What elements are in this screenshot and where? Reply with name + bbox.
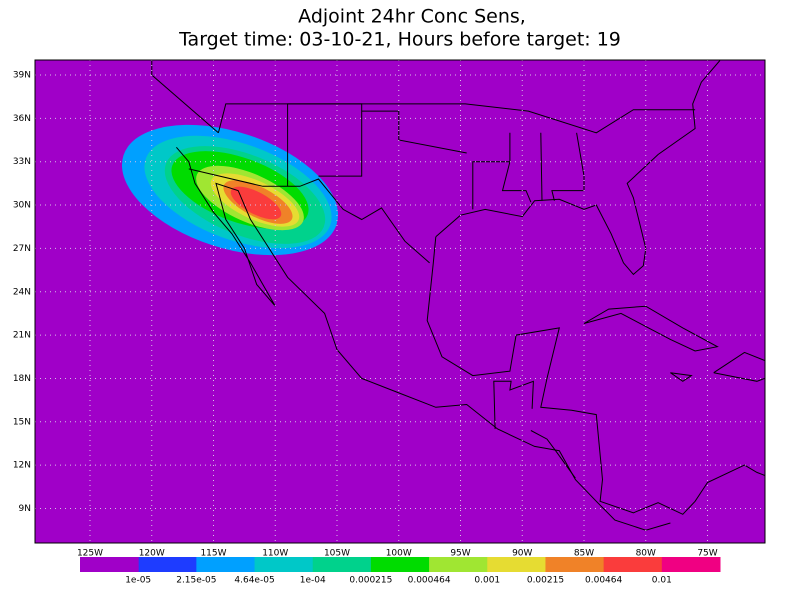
coastline [540,132,543,201]
colorbar-label: 0.000215 [349,576,392,586]
lat-label: 15N [13,417,31,427]
title-line: Target time: 03-10-21, Hours before targ… [178,29,621,51]
lon-label: 115W [200,549,226,559]
coastline [176,146,671,531]
coastline [530,430,576,479]
sensitivity-field [121,60,765,531]
coastline [493,380,534,430]
colorbar-label: 0.000464 [408,576,451,586]
colorbar-swatch [80,557,139,572]
coastline [583,305,719,352]
lat-label: 12N [13,461,31,471]
colorbar-label: 0.00464 [585,576,622,586]
title-line: Adjoint 24hr Conc Sens, [298,6,526,28]
colorbar-swatch [196,557,256,572]
lon-label: 100W [386,549,412,559]
map-background [35,60,765,543]
coastline [670,372,693,382]
lon-label: 95W [450,549,470,559]
colorbar-swatch [254,557,314,572]
lon-label: 85W [574,549,594,559]
colorbar-label: 4.64e-05 [234,576,274,586]
lon-label: 105W [324,549,350,559]
colorbar-label: 0.00215 [527,576,564,586]
colorbar-swatch [487,557,546,572]
colorbar-swatch [661,557,721,572]
coastline [217,103,696,134]
lat-label: 33N [13,157,31,167]
lon-label: 120W [139,549,165,559]
lon-label: 75W [697,549,717,559]
coastline [713,351,765,382]
colorbar-swatch [312,557,372,572]
colorbar-swatch [370,557,430,572]
lat-label: 18N [13,374,31,384]
lat-label: 39N [13,71,31,81]
lon-label: 80W [636,549,656,559]
contour [230,186,282,220]
lat-label: 9N [19,504,31,514]
coastline [426,236,765,515]
colorbar-swatch [138,557,197,572]
colorbar-label: 1e-04 [300,576,326,586]
map [35,60,765,543]
coastline [188,168,430,264]
colorbar-label: 1e-05 [125,576,151,586]
colorbar-swatch [603,557,663,572]
map-frame [34,59,766,544]
coastline [472,161,510,210]
lon-label: 125W [77,549,103,559]
lat-label: 24N [13,287,31,297]
colorbar-swatch [429,557,488,572]
lon-label: 90W [512,549,532,559]
colorbar-label: 0.01 [652,576,672,586]
lat-label: 27N [13,244,31,254]
lat-label: 21N [13,331,31,341]
lat-label: 30N [13,201,31,211]
lat-label: 36N [13,114,31,124]
coastline [501,132,532,203]
colorbar-swatch [545,557,605,572]
coastline [435,60,721,276]
lon-label: 110W [262,549,288,559]
colorbar-label: 0.001 [474,576,500,586]
colorbar-label: 2.15e-05 [176,576,216,586]
